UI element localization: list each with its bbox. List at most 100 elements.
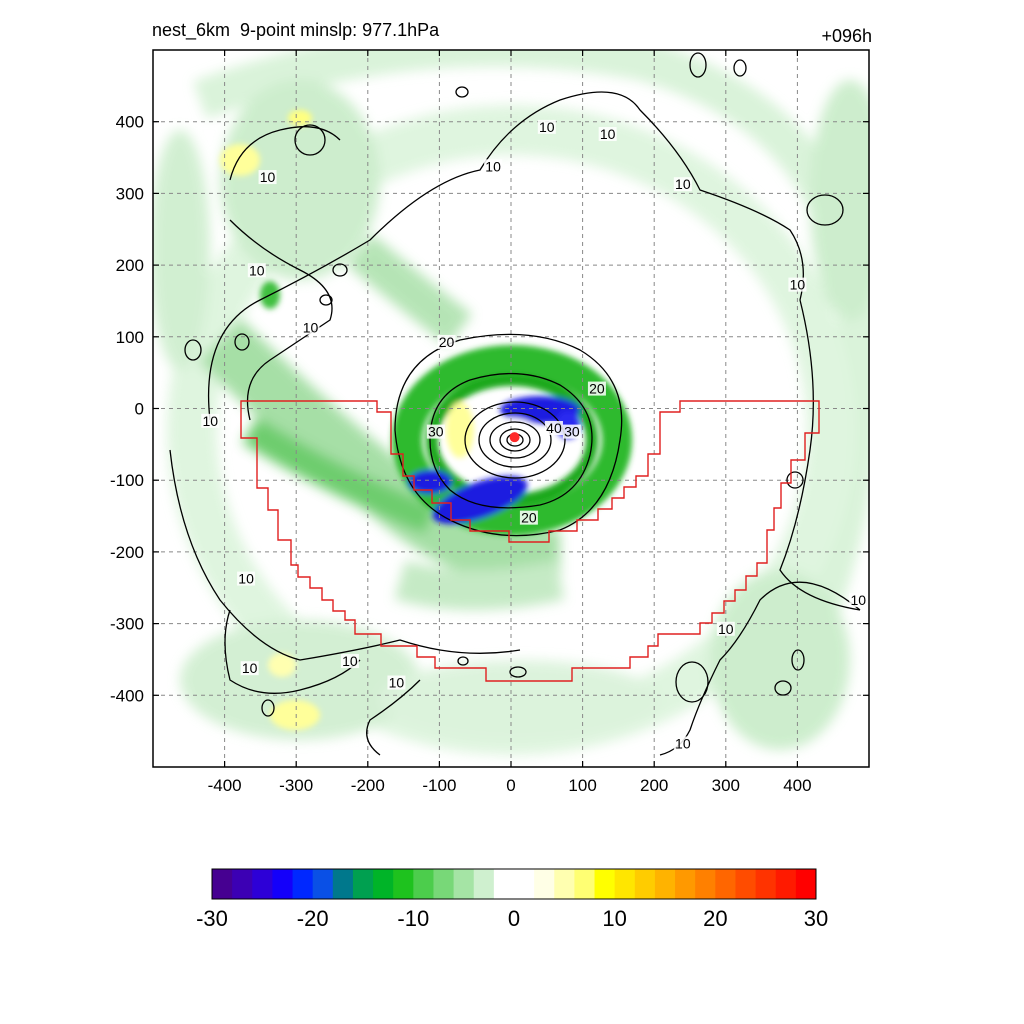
- contour-line: [224, 609, 361, 694]
- contour-label-bg: [849, 593, 868, 608]
- colorbar-swatch: [554, 869, 575, 899]
- contour-label-bg: [519, 510, 538, 525]
- contour-line: [774, 680, 792, 696]
- colorbar-swatch: [252, 869, 273, 899]
- x-axis: -400 -300 -200 -100 0 100 200 300 400: [208, 50, 812, 795]
- contour-line: [779, 299, 861, 611]
- y-tick-label: -100: [110, 471, 144, 490]
- x-tick-label: 300: [712, 776, 740, 795]
- contour-label-bg: [716, 621, 735, 636]
- colorbar-swatch: [272, 869, 294, 899]
- y-tick-label: 200: [116, 256, 144, 275]
- y-tick-label: -400: [110, 686, 144, 705]
- contour-line: [689, 52, 707, 78]
- contour-line: [394, 333, 623, 537]
- plot-title: nest_6km 9-point minslp: 977.1hPa: [152, 20, 440, 40]
- contour-label-bg: [247, 263, 266, 278]
- colorbar-frame: [211, 868, 817, 900]
- colorbar-swatch: [332, 869, 354, 899]
- contour-label: 20: [439, 334, 455, 350]
- contour-label: 10: [850, 592, 866, 608]
- colorbar-swatch: [634, 869, 656, 899]
- contour-label: 10: [249, 262, 265, 278]
- contour-line: [294, 124, 326, 156]
- contour-label-bg: [240, 661, 259, 676]
- contour-label-bg: [537, 119, 556, 134]
- colorbar-swatch: [775, 869, 797, 899]
- colorbar-swatch: [514, 869, 535, 899]
- contour-label-bg: [544, 421, 563, 436]
- colorbar-swatch: [795, 869, 817, 899]
- colorbar-swatch: [574, 869, 596, 899]
- contour-label: 10: [238, 571, 254, 587]
- colorbar-swatch: [433, 869, 455, 899]
- contour-label: 10: [242, 660, 258, 676]
- contour-line: [489, 421, 541, 459]
- contour-label-bg: [340, 654, 359, 669]
- colorbar-swatch: [534, 869, 555, 899]
- colorbar-swatch: [292, 869, 314, 899]
- forecast-hour-label: +096h: [821, 26, 872, 46]
- contour-line: [733, 59, 747, 77]
- contour-line: [457, 656, 469, 666]
- contour-label: 10: [539, 119, 555, 135]
- contour-label-bg: [587, 381, 606, 396]
- contour-line: [791, 649, 805, 671]
- colorbar-labels: -30 -20 -10 0 10 20 30: [196, 906, 828, 931]
- contour-label-bg: [562, 424, 581, 439]
- contour-label-bg: [598, 127, 617, 142]
- colorbar-tick-label: 10: [602, 906, 626, 931]
- contour-label: 10: [600, 126, 616, 142]
- x-tick-label: 100: [568, 776, 596, 795]
- colorbar-tick-label: 0: [508, 906, 520, 931]
- colorbar-swatch: [393, 869, 414, 899]
- contour-label-bg: [258, 170, 277, 185]
- x-tick-label: -200: [351, 776, 385, 795]
- contour-line: [478, 412, 552, 468]
- contour-label-bg: [788, 277, 807, 292]
- contour-label-bg: [201, 413, 220, 428]
- x-tick-label: -100: [422, 776, 456, 795]
- colorbar-swatch: [594, 869, 616, 899]
- contour-label: 30: [564, 424, 580, 440]
- colorbar-swatch: [735, 869, 757, 899]
- contour-lines: [169, 52, 861, 756]
- contour-label: 10: [675, 176, 691, 192]
- colorbar-tick-label: -30: [196, 906, 228, 931]
- contour-label: 10: [485, 158, 501, 174]
- contour-labels: 10 10 10 10 10 10 10 10 10 10 10 10 10 10 10 10 20 20 20 30…: [201, 119, 868, 751]
- x-tick-label: -400: [208, 776, 242, 795]
- colorbar-swatch: [453, 869, 475, 899]
- contour-label: 10: [389, 675, 405, 691]
- contour-line: [169, 449, 521, 661]
- contour-line: [455, 86, 469, 98]
- contour-label: 20: [521, 510, 537, 526]
- contour-label-bg: [387, 675, 406, 690]
- x-tick-label: 0: [506, 776, 515, 795]
- contour-line: [806, 194, 844, 226]
- colorbar-swatch: [654, 869, 676, 899]
- y-tick-label: 400: [116, 113, 144, 132]
- colorbar-swatch: [675, 869, 696, 899]
- contour-line: [229, 219, 333, 421]
- contour-label: 10: [675, 735, 691, 751]
- contour-label-bg: [673, 177, 692, 192]
- contour-label: 10: [303, 320, 319, 336]
- contour-line: [509, 666, 527, 678]
- storm-center-marker: [509, 432, 520, 443]
- x-tick-label: -300: [279, 776, 313, 795]
- contour-label-bg: [237, 571, 256, 586]
- contour-label: 10: [790, 277, 806, 293]
- y-tick-label: 100: [116, 328, 144, 347]
- contour-line: [675, 661, 709, 703]
- y-tick-label: -200: [110, 543, 144, 562]
- contour-label-bg: [484, 159, 503, 174]
- y-tick-label: 0: [135, 400, 144, 419]
- contour-line: [429, 372, 593, 509]
- contour-line: [207, 91, 804, 421]
- contour-label-bg: [673, 736, 692, 751]
- contour-label: 30: [428, 424, 444, 440]
- colorbar-swatch: [493, 869, 515, 899]
- contour-line: [234, 333, 250, 351]
